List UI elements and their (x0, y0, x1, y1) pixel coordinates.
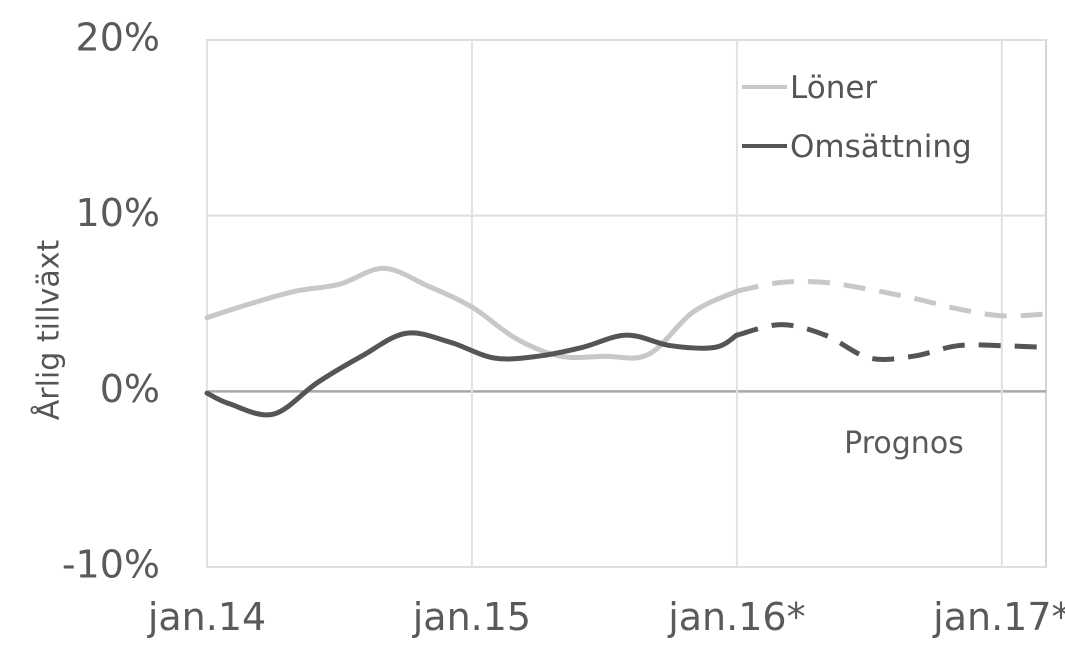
plot-area (204, 39, 1047, 568)
series-line-loner (204, 265, 740, 361)
y-tick-label: 20% (76, 16, 160, 60)
series-line-omsattning (204, 330, 740, 418)
plot-frame (206, 39, 1047, 568)
y-tick-labels: 20% 10% 0% -10% (62, 16, 160, 587)
legend-item-loner: Löner (742, 70, 877, 106)
series-forecast-line-omsattning (736, 322, 1047, 362)
y-tick-label: 10% (76, 191, 160, 235)
x-tick-label: jan.14 (147, 595, 266, 639)
y-axis-title: Årlig tillväxt (31, 240, 67, 421)
legend-item-omsattning: Omsättning (742, 129, 972, 165)
x-tick-label: jan.17* (932, 595, 1065, 639)
series-lines (204, 265, 1047, 418)
y-tick-label: 0% (100, 367, 160, 411)
x-tick-labels: jan.14 jan.15 jan.16* jan.17* (147, 595, 1065, 639)
gridlines (206, 39, 1046, 568)
legend-label-omsattning: Omsättning (790, 129, 972, 165)
legend-label-loner: Löner (790, 70, 877, 106)
series-forecast-line-loner (736, 278, 1047, 319)
y-tick-label: -10% (62, 543, 160, 587)
x-tick-label: jan.16* (667, 595, 805, 639)
x-tick-label: jan.15 (412, 595, 531, 639)
legend: Löner Omsättning (742, 70, 972, 165)
forecast-annotation: Prognos (844, 426, 964, 461)
